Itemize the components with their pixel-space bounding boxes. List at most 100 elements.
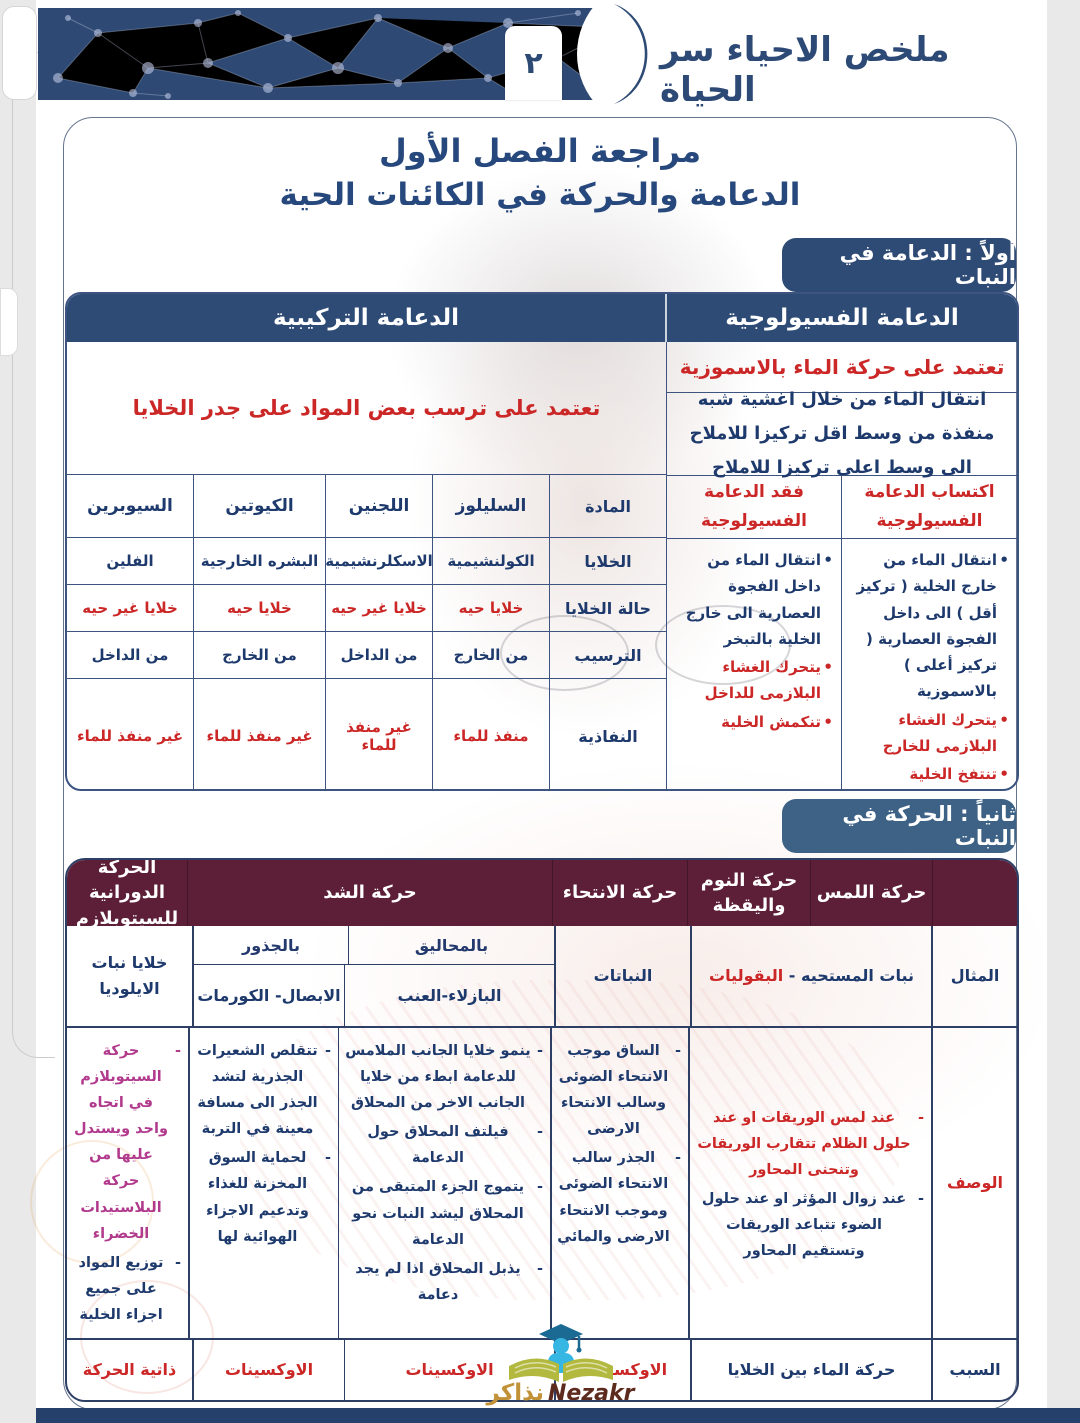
material-name: الكيوتين [193, 475, 325, 537]
background-card-edge [12, 52, 55, 1058]
description-point: الجذر سالب الانتحاء الضوئى وموجب الانتحا… [554, 1145, 684, 1249]
loss-point: تنكمش الخلية [671, 709, 835, 736]
example-row: المثال نبات المستحيه - البقوليات النباتا… [67, 926, 1017, 1028]
grid-row-cells: الخلايا الكولنشيمية الاسكلرنشيمية البشره… [67, 538, 666, 585]
description-tendrils: ينمو خلايا الجانب الملامس للدعامة ابطء م… [338, 1028, 550, 1338]
description-point: فيلتف المحلاق حول الدعامة [341, 1119, 546, 1171]
row-label-description: الوصف [931, 1028, 1017, 1338]
support-table-header: الدعامة الفسيولوجية الدعامة التركيبية [67, 294, 1017, 342]
loss-title: فقد الدعامة الفسيولوجية [667, 476, 841, 539]
description-point: تتقلص الشعيرات الجذرية لتشد الجذر الى مس… [192, 1038, 334, 1142]
header-sleep-wake-movement: حركة النوم واليقظة [687, 860, 810, 926]
materials-grid: المادة السليلوز اللجنين الكيوتين السيوبر… [67, 475, 666, 789]
example-tendrils: البازلاء-العنب [344, 965, 554, 1026]
left-edge-tab-top [2, 6, 37, 100]
grid-cell: خلايا حيه [193, 585, 325, 631]
graduate-book-icon [508, 1324, 613, 1382]
grid-cell: خلايا غير حيه [82, 599, 178, 617]
grid-cell: من الداخل [325, 632, 432, 678]
grid-cell: غير منفذ للماء [76, 727, 184, 746]
page-number: ٢ [524, 45, 543, 81]
grid-label: حالة الخلايا [549, 585, 666, 631]
main-title: مراجعة الفصل الأول الدعامة والحركة في ال… [65, 128, 1015, 218]
cause-roots: الاوكسينات [224, 1360, 314, 1380]
description-point: لحماية السوق المخزنة للغذاء وتدعيم الاجز… [192, 1145, 334, 1249]
description-cyclosis: حركة السيتوبلازم في اتجاه واحد ويستدل عل… [67, 1028, 188, 1338]
description-tension: ينمو خلايا الجانب الملامس للدعامة ابطء م… [188, 1028, 550, 1338]
page-number-tab: ٢ [505, 26, 562, 100]
example-touch-sleep-main: نبات المستحيه - [788, 966, 914, 986]
grid-label: المادة [549, 475, 666, 537]
grid-cell: الكولنشيمية [432, 538, 549, 584]
network-pattern [53, 10, 622, 99]
main-title-line1: مراجعة الفصل الأول [378, 132, 702, 170]
description-row: الوصف عند لمس الوريقات او عند حلول الظلا… [67, 1028, 1017, 1340]
grid-cell: الاسكلرنشيمية [325, 538, 433, 584]
grid-label: الخلايا [549, 538, 666, 584]
structural-intro: تعتمد على ترسب بعض المواد على جدر الخلاي… [67, 342, 666, 475]
cause-tension: الاوكسينات الاوكسينات [192, 1340, 554, 1400]
grid-cell: منفذ للماء [432, 679, 549, 789]
example-tropism: النباتات [554, 926, 690, 1026]
grid-label: الترسيب [549, 632, 666, 678]
description-point: عند زوال المؤثر او عند حلول الضوء تتباعد… [692, 1186, 927, 1264]
grid-cell: من الداخل [91, 646, 169, 664]
section1-banner: أولاً : الدعامة في النبات [782, 238, 1016, 292]
brand-title: ملخص الاحياء سر الحياة [660, 30, 950, 110]
row-label-cause: السبب [931, 1340, 1017, 1400]
left-edge-tab-middle [0, 288, 18, 356]
grid-header-row: المادة السليلوز اللجنين الكيوتين السيوبر… [67, 475, 666, 538]
example-touch-sleep-red: البقوليات [709, 966, 784, 986]
description-point: الساق موجب الانتحاء الضوئى وسالب الانتحا… [554, 1038, 684, 1142]
header-empty [932, 860, 1017, 926]
example-cyclosis: خلايا نبات الايلوديا [91, 953, 168, 998]
structural-column: تعتمد على ترسب بعض المواد على جدر الخلاي… [67, 342, 666, 789]
material-name: السليلوز [432, 475, 549, 537]
example-roots: الابصال- الكورمات [197, 985, 341, 1005]
physiological-definition: انتقال الماء من خلال اغشية شبه منفذة من … [667, 389, 1017, 478]
banner-curve-cutout [577, 0, 729, 130]
grid-label: النفاذية [549, 679, 666, 789]
description-tropism: الساق موجب الانتحاء الضوئى وسالب الانتحا… [550, 1028, 688, 1338]
material-name: اللجنين [325, 475, 432, 537]
nezakr-logo: Nezakr نذاكر [468, 1316, 653, 1416]
grid-cell: من الخارج [432, 632, 549, 678]
header-structural-support: الدعامة التركيبية [272, 305, 460, 331]
physiological-column: تعتمد على حركة الماء بالاسموزية انتقال ا… [666, 342, 1017, 789]
description-point: يتموج الجزء المتبقى من المحلاق ليشد النب… [341, 1174, 546, 1252]
subheader-roots: بالجذور [242, 935, 300, 955]
example-touch-sleep: نبات المستحيه - البقوليات [690, 926, 931, 1026]
gain-title: اكتساب الدعامة الفسيولوجية [842, 476, 1017, 539]
cause-cyclosis: ذاتية الحركة [82, 1360, 177, 1380]
tension-subheaders: بالمحاليق بالجذور [194, 926, 554, 965]
header-cyclosis-movement: الحركة الدورانية للسيتوبلازم [75, 858, 179, 929]
movement-table-header: حركة اللمس حركة النوم واليقظة حركة الانت… [67, 858, 1017, 929]
row-label-example: المثال [931, 926, 1017, 1026]
description-roots: تتقلص الشعيرات الجذرية لتشد الجذر الى مس… [190, 1028, 338, 1338]
grid-cell: خلايا غير حيه [325, 585, 432, 631]
gain-subcolumn: اكتساب الدعامة الفسيولوجية انتقال الماء … [841, 476, 1017, 789]
description-point: حركة السيتوبلازم في اتجاه واحد ويستدل عل… [69, 1038, 184, 1247]
description-point: توزيع المواد على جميع اجزاء الخلية [69, 1250, 184, 1328]
description-touch-sleep: عند لمس الوريقات او عند حلول الظلام تتقا… [688, 1028, 931, 1338]
header-tension-movement: حركة الشد [187, 860, 552, 926]
header-physiological-support: الدعامة الفسيولوجية [665, 294, 1017, 342]
row-label-description-text: الوصف [946, 1173, 1004, 1193]
grid-cell: البشره الخارجية [193, 538, 325, 584]
bottom-bar [36, 1408, 1080, 1423]
loss-point: يتحرك الغشاء البلازمى للداخل [671, 654, 835, 707]
description-point: يذبل المحلاق اذا لم يجد دعامة [341, 1256, 546, 1308]
cause-touch-sleep: حركة الماء بين الخلايا [690, 1340, 931, 1400]
loss-points: انتقال الماء من داخل الفجوة العصارية الى… [667, 539, 841, 789]
grid-cell: خلايا حيه [432, 585, 549, 631]
description-point: ينمو خلايا الجانب الملامس للدعامة ابطء م… [341, 1038, 546, 1116]
header-tropism-movement: حركة الانتحاء [552, 860, 687, 926]
section2-banner: ثانياً : الحركة في النبات [782, 799, 1016, 853]
grid-row-deposition: الترسيب من الخارج من الداخل من الخارج من… [67, 632, 666, 679]
gain-points: انتقال الماء من خارج الخلية ( تركيز أقل … [842, 539, 1017, 789]
gain-point: انتقال الماء من خارج الخلية ( تركيز أقل … [846, 547, 1011, 705]
example-tension: بالمحاليق بالجذور البازلاء-العنب الابصال… [192, 926, 554, 1026]
grid-cell: غير منفذ للماء [193, 679, 325, 789]
logo-latin-text: Nezakr [548, 1381, 635, 1406]
